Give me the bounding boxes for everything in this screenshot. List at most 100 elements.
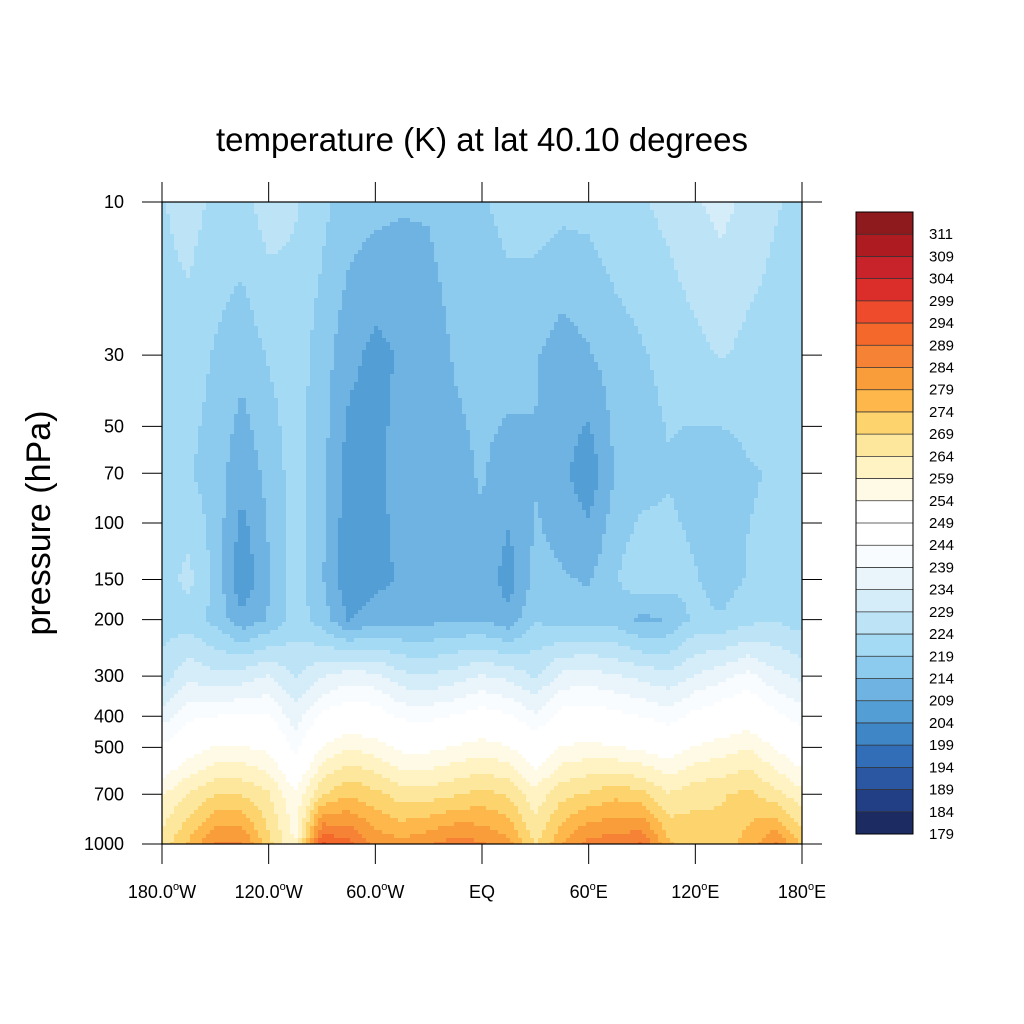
field-cell <box>390 214 395 219</box>
field-cell <box>402 294 407 299</box>
field-cell <box>362 302 367 307</box>
field-cell <box>614 222 619 227</box>
field-cell <box>254 250 259 255</box>
field-cell <box>334 214 339 219</box>
field-cell <box>214 214 219 219</box>
field-cell <box>342 274 347 279</box>
field-cell <box>630 258 635 263</box>
field-cell <box>402 302 407 307</box>
field-cell <box>190 234 195 239</box>
field-cell <box>502 230 507 235</box>
field-cell <box>602 282 607 287</box>
field-cell <box>562 306 567 311</box>
field-cell <box>218 314 223 319</box>
field-cell <box>486 214 491 219</box>
field-cell <box>682 258 687 263</box>
field-cell <box>682 230 687 235</box>
field-cell <box>682 218 687 223</box>
field-cell <box>266 282 271 287</box>
field-cell <box>582 266 587 271</box>
field-cell <box>658 270 663 275</box>
field-cell <box>246 238 251 243</box>
field-cell <box>318 214 323 219</box>
field-cell <box>758 222 763 227</box>
field-cell <box>162 262 167 267</box>
field-cell <box>782 258 787 263</box>
field-cell <box>554 218 559 223</box>
field-cell <box>414 222 419 227</box>
field-cell <box>430 270 435 275</box>
field-cell <box>250 206 255 211</box>
field-cell <box>518 322 523 327</box>
field-cell <box>270 214 275 219</box>
field-cell <box>398 246 403 251</box>
field-cell <box>446 318 451 323</box>
field-cell <box>430 314 435 319</box>
field-cell <box>218 322 223 327</box>
field-cell <box>526 270 531 275</box>
field-cell <box>498 302 503 307</box>
field-cell <box>222 286 227 291</box>
field-cell <box>274 278 279 283</box>
field-cell <box>670 206 675 211</box>
field-cell <box>394 250 399 255</box>
field-cell <box>686 322 691 327</box>
field-cell <box>750 222 755 227</box>
field-cell <box>482 206 487 211</box>
field-cell <box>462 306 467 311</box>
field-cell <box>486 306 491 311</box>
field-cell <box>278 218 283 223</box>
field-cell <box>734 202 739 207</box>
field-cell <box>322 218 327 223</box>
field-cell <box>602 306 607 311</box>
field-cell <box>406 318 411 323</box>
field-cell <box>354 302 359 307</box>
field-cell <box>470 286 475 291</box>
field-cell <box>362 298 367 303</box>
field-cell <box>574 298 579 303</box>
field-cell <box>454 202 459 207</box>
field-cell <box>306 242 311 247</box>
field-cell <box>382 250 387 255</box>
field-cell <box>270 246 275 251</box>
field-cell <box>250 290 255 295</box>
field-cell <box>674 318 679 323</box>
field-cell <box>222 302 227 307</box>
field-cell <box>478 238 483 243</box>
field-cell <box>338 246 343 251</box>
field-cell <box>306 318 311 323</box>
field-cell <box>166 326 171 331</box>
field-cell <box>530 294 535 299</box>
field-cell <box>630 274 635 279</box>
field-cell <box>694 282 699 287</box>
field-cell <box>418 202 423 207</box>
field-cell <box>390 202 395 207</box>
field-cell <box>534 310 539 315</box>
field-cell <box>690 222 695 227</box>
field-cell <box>310 294 315 299</box>
field-cell <box>254 286 259 291</box>
field-cell <box>342 318 347 323</box>
field-cell <box>618 302 623 307</box>
field-cell <box>358 210 363 215</box>
field-cell <box>478 314 483 319</box>
field-cell <box>506 262 511 267</box>
field-cell <box>326 298 331 303</box>
field-cell <box>214 262 219 267</box>
field-cell <box>554 310 559 315</box>
field-cell <box>578 310 583 315</box>
field-cell <box>358 310 363 315</box>
field-cell <box>278 270 283 275</box>
field-cell <box>782 242 787 247</box>
field-cell <box>302 242 307 247</box>
field-cell <box>710 202 715 207</box>
field-cell <box>634 310 639 315</box>
field-cell <box>690 210 695 215</box>
field-cell <box>646 226 651 231</box>
field-cell <box>630 322 635 327</box>
field-cell <box>478 234 483 239</box>
field-cell <box>534 290 539 295</box>
field-cell <box>534 286 539 291</box>
field-cell <box>322 290 327 295</box>
field-cell <box>374 306 379 311</box>
